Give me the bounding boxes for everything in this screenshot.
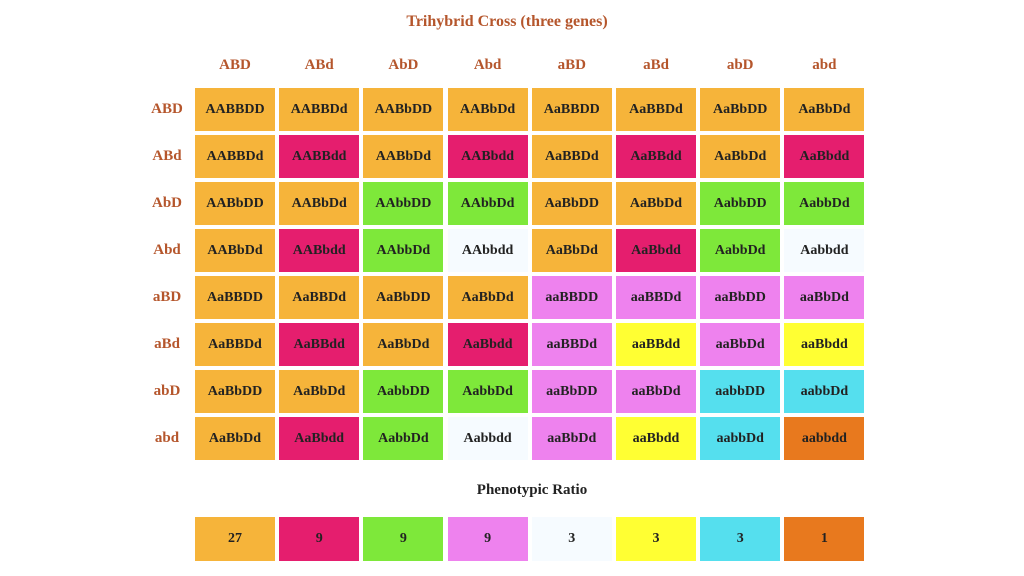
ratio-title: Phenotypic Ratio bbox=[476, 481, 588, 498]
genotype-cell: AABbDd bbox=[363, 135, 444, 178]
row-header: Abd bbox=[153, 242, 181, 258]
column-header: AbD bbox=[388, 56, 419, 73]
genotype-cell: AaBBdd bbox=[279, 323, 360, 366]
column-header: aBd bbox=[643, 56, 669, 73]
genotype-cell: aaBbdd bbox=[784, 323, 865, 366]
genotype-cell: AaBbdd bbox=[447, 323, 528, 366]
genotype-cell: AABBDd bbox=[195, 135, 275, 178]
genotype-cell: AabbDd bbox=[784, 182, 865, 225]
genotype-cell: AaBbDD bbox=[531, 182, 612, 225]
column-header: ABd bbox=[304, 56, 334, 73]
column-header: Abd bbox=[473, 56, 502, 73]
genotype-cell: AaBBDd bbox=[531, 135, 612, 178]
genotype-cell: AABbDD bbox=[363, 88, 444, 131]
genotype-cell: AabbDd bbox=[700, 229, 781, 272]
genotype-cell: AabbDd bbox=[447, 370, 528, 413]
genotype-cell: AaBbdd bbox=[279, 417, 360, 460]
genotype-cell: AabbDd bbox=[363, 417, 444, 460]
ratio-box: 1 bbox=[784, 517, 865, 561]
genotype-cell: aabbdd bbox=[784, 417, 865, 460]
row-header: aBD bbox=[152, 289, 182, 305]
genotype-cell: aaBBdd bbox=[616, 323, 696, 366]
genotype-cell: aabbDD bbox=[700, 370, 781, 413]
genotype-cell: AaBBdd bbox=[616, 135, 696, 178]
column-header: ABD bbox=[219, 56, 251, 73]
genotype-cell: AaBbDd bbox=[279, 370, 360, 413]
genotype-cell: aabbDd bbox=[700, 417, 781, 460]
column-header: abD bbox=[726, 56, 754, 73]
genotype-cell: aaBbDd bbox=[784, 276, 865, 319]
row-header: aBd bbox=[154, 336, 180, 352]
genotype-cell: AAbbDd bbox=[447, 182, 528, 225]
genotype-cell: AABBDd bbox=[279, 88, 360, 131]
genotype-cell: AAbbDD bbox=[363, 182, 444, 225]
ratio-box: 9 bbox=[279, 517, 360, 561]
genotype-cell: aaBbDd bbox=[700, 323, 781, 366]
row-header: abd bbox=[154, 430, 180, 446]
genotype-cell: AABbDd bbox=[279, 182, 360, 225]
genotype-cell: AaBbDD bbox=[363, 276, 444, 319]
genotype-cell: AABbDD bbox=[195, 182, 275, 225]
genotype-cell: aaBbDD bbox=[531, 370, 612, 413]
genotype-cell: AABBdd bbox=[279, 135, 360, 178]
genotype-cell: Aabbdd bbox=[447, 417, 528, 460]
genotype-cell: AaBbDd bbox=[784, 88, 865, 131]
ratio-box: 3 bbox=[700, 517, 781, 561]
genotype-cell: AaBbdd bbox=[784, 135, 865, 178]
ratio-box: 3 bbox=[616, 517, 696, 561]
genotype-cell: AaBBDd bbox=[616, 88, 696, 131]
genotype-cell: aabbDd bbox=[784, 370, 865, 413]
genotype-cell: AaBbDd bbox=[531, 229, 612, 272]
column-header: abd bbox=[812, 56, 837, 73]
genotype-cell: AabbDD bbox=[700, 182, 781, 225]
row-header: abD bbox=[153, 383, 181, 399]
genotype-cell: AaBbDd bbox=[447, 276, 528, 319]
genotype-cell: AaBBDD bbox=[195, 276, 275, 319]
genotype-cell: AABbdd bbox=[447, 135, 528, 178]
genotype-cell: AaBBDd bbox=[279, 276, 360, 319]
ratio-box: 3 bbox=[531, 517, 612, 561]
genotype-cell: aaBBDd bbox=[531, 323, 612, 366]
genotype-cell: AaBbDD bbox=[700, 88, 781, 131]
genotype-cell: aaBbDD bbox=[700, 276, 781, 319]
column-header: aBD bbox=[557, 56, 586, 73]
ratio-box: 27 bbox=[195, 517, 275, 561]
genotype-cell: AAbbdd bbox=[447, 229, 528, 272]
ratio-box: 9 bbox=[447, 517, 528, 561]
genotype-cell: AaBbDD bbox=[195, 370, 275, 413]
genotype-cell: aaBBDd bbox=[616, 276, 696, 319]
genotype-cell: AaBbDd bbox=[700, 135, 781, 178]
row-header: ABd bbox=[152, 148, 182, 164]
genotype-cell: AAbbDd bbox=[363, 229, 444, 272]
row-header: ABD bbox=[151, 101, 183, 117]
genotype-cell: AaBbDd bbox=[616, 182, 696, 225]
genotype-cell: AABbDd bbox=[195, 229, 275, 272]
genotype-cell: AabbDD bbox=[363, 370, 444, 413]
genotype-cell: AABBDD bbox=[195, 88, 275, 131]
ratio-box: 9 bbox=[363, 517, 444, 561]
title: Trihybrid Cross (three genes) bbox=[406, 13, 608, 30]
genotype-cell: AaBBDD bbox=[531, 88, 612, 131]
genotype-cell: aaBBDD bbox=[531, 276, 612, 319]
genotype-cell: aaBbDd bbox=[616, 370, 696, 413]
genotype-cell: AaBbDd bbox=[363, 323, 444, 366]
genotype-cell: AaBBDd bbox=[195, 323, 275, 366]
genotype-cell: aaBbdd bbox=[616, 417, 696, 460]
genotype-cell: Aabbdd bbox=[784, 229, 865, 272]
genotype-cell: AaBbDd bbox=[195, 417, 275, 460]
genotype-cell: AABbdd bbox=[279, 229, 360, 272]
genotype-cell: aaBbDd bbox=[531, 417, 612, 460]
row-header: AbD bbox=[151, 195, 182, 211]
genotype-cell: AABbDd bbox=[447, 88, 528, 131]
genotype-cell: AaBbdd bbox=[616, 229, 696, 272]
